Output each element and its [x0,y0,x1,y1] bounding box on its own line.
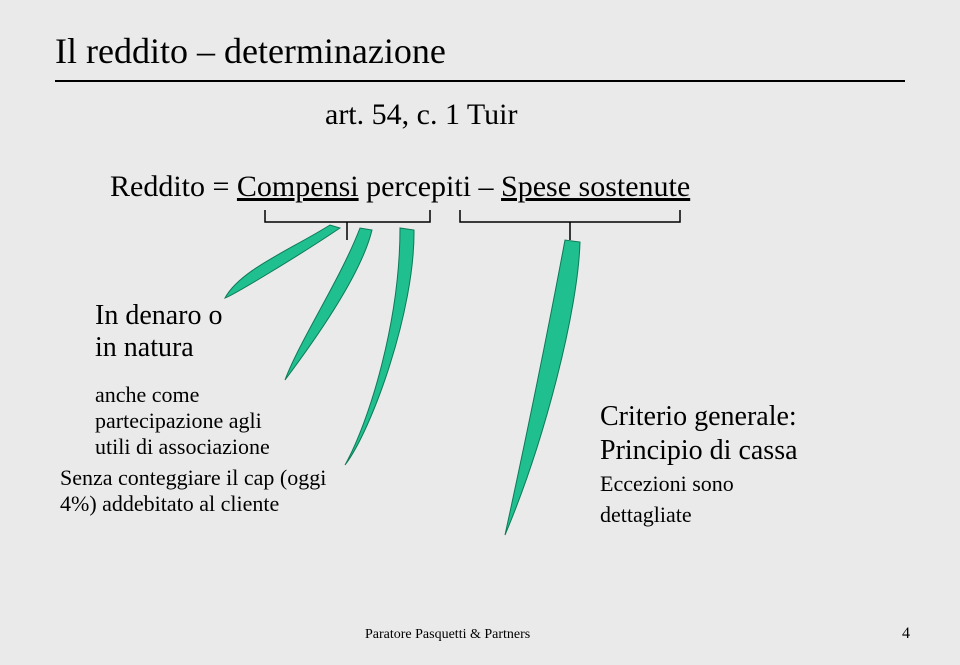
equation-line: Reddito = Compensi percepiti – Spese sos… [110,170,690,204]
right-block-criterio: Criterio generale: Principio di cassa Ec… [600,400,798,528]
text-line: Criterio generale: [600,400,798,434]
equation-spese: Spese sostenute [501,170,690,203]
text-line: 4%) addebitato al cliente [60,491,326,517]
text-line: anche come [95,382,270,408]
text-line: Principio di cassa [600,434,798,468]
title-rule [55,80,905,82]
left-block-partecipazione: anche come partecipazione agli utili di … [95,382,270,460]
text-line: Eccezioni sono [600,471,798,497]
text-line: in natura [95,332,223,364]
page-number: 4 [902,625,910,643]
text-line: Senza conteggiare il cap (oggi [60,465,326,491]
equation-prefix: Reddito = [110,170,237,203]
equation-compensi: Compensi [237,170,359,203]
text-line: utili di associazione [95,434,270,460]
text-line: In denaro o [95,300,223,332]
left-block-denaro: In denaro o in natura [95,300,223,364]
equation-mid: percepiti – [359,170,501,203]
left-block-cap: Senza conteggiare il cap (oggi 4%) addeb… [60,465,326,518]
text-line: partecipazione agli [95,408,270,434]
text-line: dettagliate [600,502,798,528]
footer-text: Paratore Pasquetti & Partners [365,627,530,643]
subtitle: art. 54, c. 1 Tuir [325,98,518,132]
page-title: Il reddito – determinazione [55,30,446,72]
